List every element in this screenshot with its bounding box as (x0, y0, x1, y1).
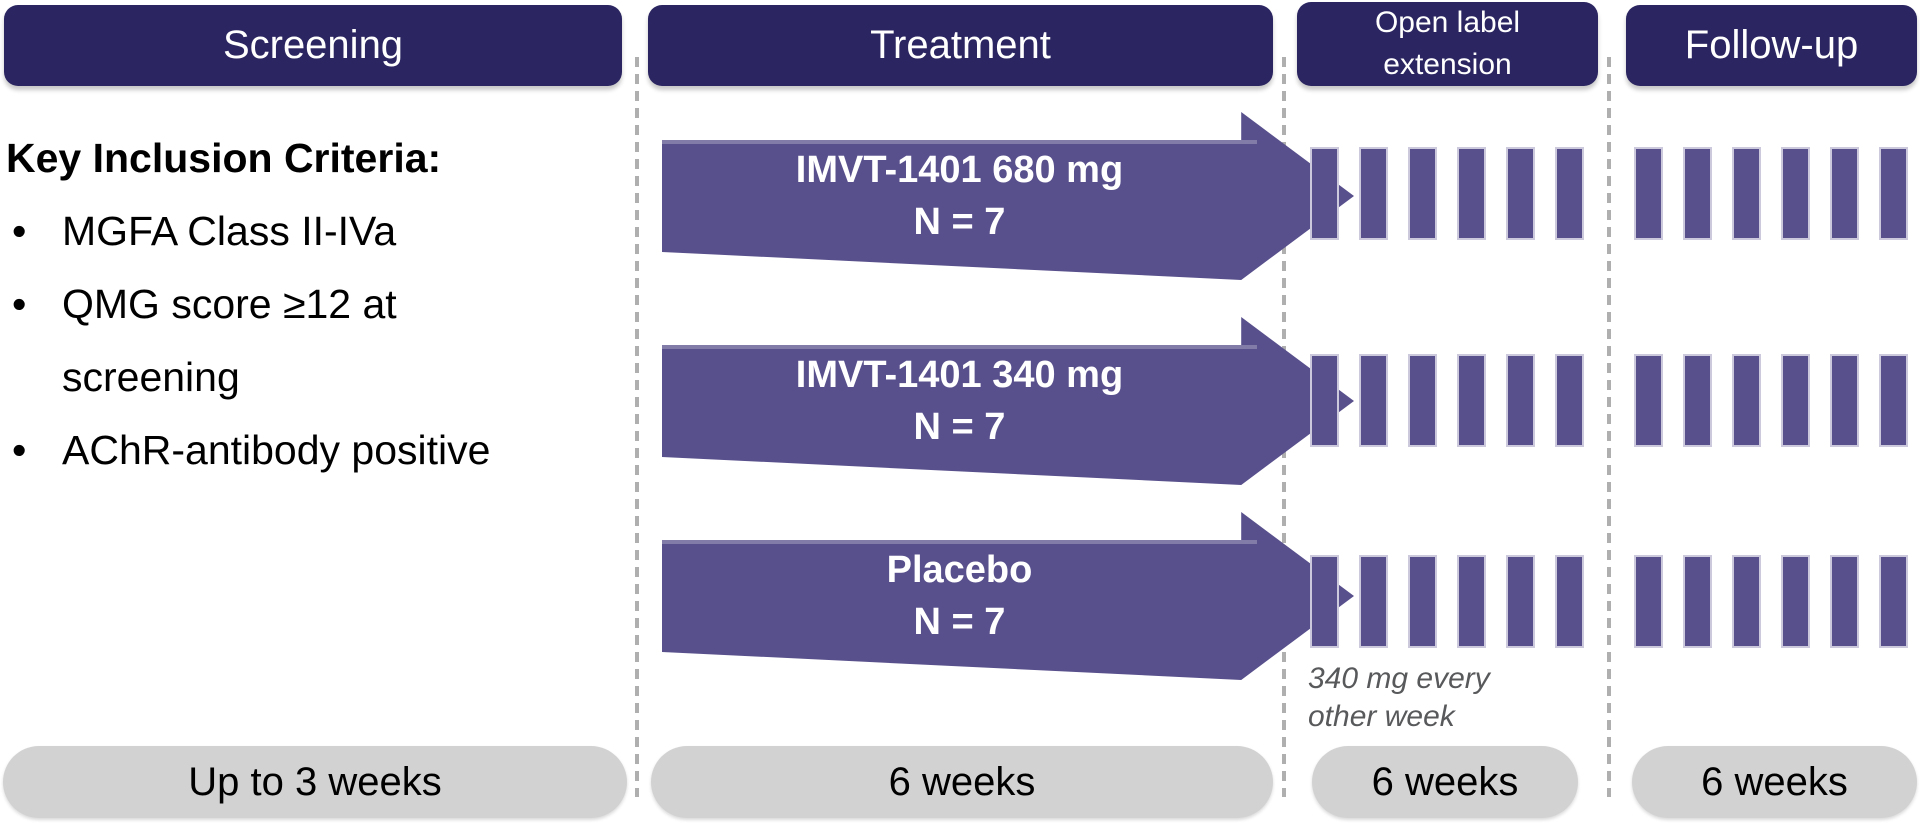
dose-bar (1634, 147, 1663, 240)
inclusion-criteria-item: AChR-antibody positive (6, 414, 532, 487)
dose-bar (1732, 354, 1761, 447)
treatment-arm-label: Placebo (886, 549, 1033, 591)
dose-bar (1683, 354, 1712, 447)
treatment-arm-n: N = 7 (913, 201, 1006, 243)
treatment-arm-n: N = 7 (913, 601, 1006, 643)
duration-pill-follow-up: 6 weeks (1632, 746, 1917, 818)
treatment-arm-label: IMVT-1401 680 mg (795, 149, 1124, 191)
phase-header-open-label-extension: Open label extension (1297, 2, 1598, 86)
treatment-arm-arrow-680mg: IMVT-1401 680 mg N = 7 (662, 112, 1354, 280)
dose-bar (1457, 555, 1486, 648)
dose-bar (1683, 147, 1712, 240)
dose-bar (1555, 147, 1584, 240)
dose-bar (1781, 147, 1810, 240)
duration-label: 6 weeks (888, 759, 1036, 804)
dose-bar (1732, 555, 1761, 648)
dose-bar (1879, 354, 1908, 447)
dose-bar (1555, 555, 1584, 648)
duration-pill-screening: Up to 3 weeks (3, 746, 627, 818)
phase-header-label: Screening (222, 23, 404, 67)
dose-bar (1310, 354, 1339, 447)
inclusion-criteria-block: Key Inclusion Criteria: MGFA Class II-IV… (6, 122, 636, 487)
duration-label: 6 weeks (1701, 759, 1848, 804)
dose-bar (1634, 555, 1663, 648)
dose-bar-row-open-label (1310, 354, 1584, 447)
dose-bar (1683, 555, 1712, 648)
dose-bar (1781, 354, 1810, 447)
dose-bar (1781, 555, 1810, 648)
dose-bar-row-follow-up (1634, 555, 1908, 648)
dose-bar (1506, 354, 1535, 447)
phase-divider (635, 57, 639, 797)
dose-bar (1457, 147, 1486, 240)
dose-bar (1408, 147, 1437, 240)
dose-bar (1830, 354, 1859, 447)
phase-header-screening: Screening (4, 5, 622, 86)
dose-bar (1634, 354, 1663, 447)
dose-bar (1879, 147, 1908, 240)
dose-bar (1506, 555, 1535, 648)
phase-header-treatment: Treatment (648, 5, 1273, 86)
open-label-dose-note: 340 mg every other week (1308, 662, 1490, 733)
phase-header-label: Follow-up (1684, 23, 1859, 67)
dose-bar (1830, 147, 1859, 240)
dose-bar-row-follow-up (1634, 147, 1908, 240)
phase-divider (1607, 57, 1611, 797)
inclusion-criteria-title: Key Inclusion Criteria: (6, 135, 442, 181)
phase-header-label: Open label extension (1374, 6, 1521, 81)
inclusion-criteria-list: MGFA Class II-IVa QMG score ≥12 at scree… (6, 195, 636, 487)
inclusion-criteria-item: QMG score ≥12 at screening (6, 268, 532, 414)
dose-bar (1555, 354, 1584, 447)
treatment-arm-arrow-340mg: IMVT-1401 340 mg N = 7 (662, 317, 1354, 485)
dose-bar (1359, 555, 1388, 648)
duration-pill-treatment: 6 weeks (651, 746, 1273, 818)
phase-header-follow-up: Follow-up (1626, 5, 1917, 86)
dose-bar (1310, 555, 1339, 648)
duration-label: Up to 3 weeks (188, 759, 442, 804)
dose-bar (1879, 555, 1908, 648)
dose-bar (1732, 147, 1761, 240)
dose-bar (1830, 555, 1859, 648)
dose-bar (1310, 147, 1339, 240)
dose-bar (1359, 354, 1388, 447)
dose-bar (1359, 147, 1388, 240)
duration-pill-open-label-extension: 6 weeks (1312, 746, 1578, 818)
dose-bar (1408, 354, 1437, 447)
dose-bar-row-open-label (1310, 555, 1584, 648)
dose-bar (1408, 555, 1437, 648)
phase-header-label: Treatment (870, 23, 1051, 67)
treatment-arm-n: N = 7 (913, 406, 1006, 448)
dose-bar (1506, 147, 1535, 240)
dose-bar-row-follow-up (1634, 354, 1908, 447)
dose-bar (1457, 354, 1486, 447)
treatment-arm-label: IMVT-1401 340 mg (795, 354, 1124, 396)
dose-bar-row-open-label (1310, 147, 1584, 240)
inclusion-criteria-item: MGFA Class II-IVa (6, 195, 532, 268)
treatment-arm-arrow-placebo: Placebo N = 7 (662, 512, 1354, 680)
duration-label: 6 weeks (1371, 759, 1519, 804)
